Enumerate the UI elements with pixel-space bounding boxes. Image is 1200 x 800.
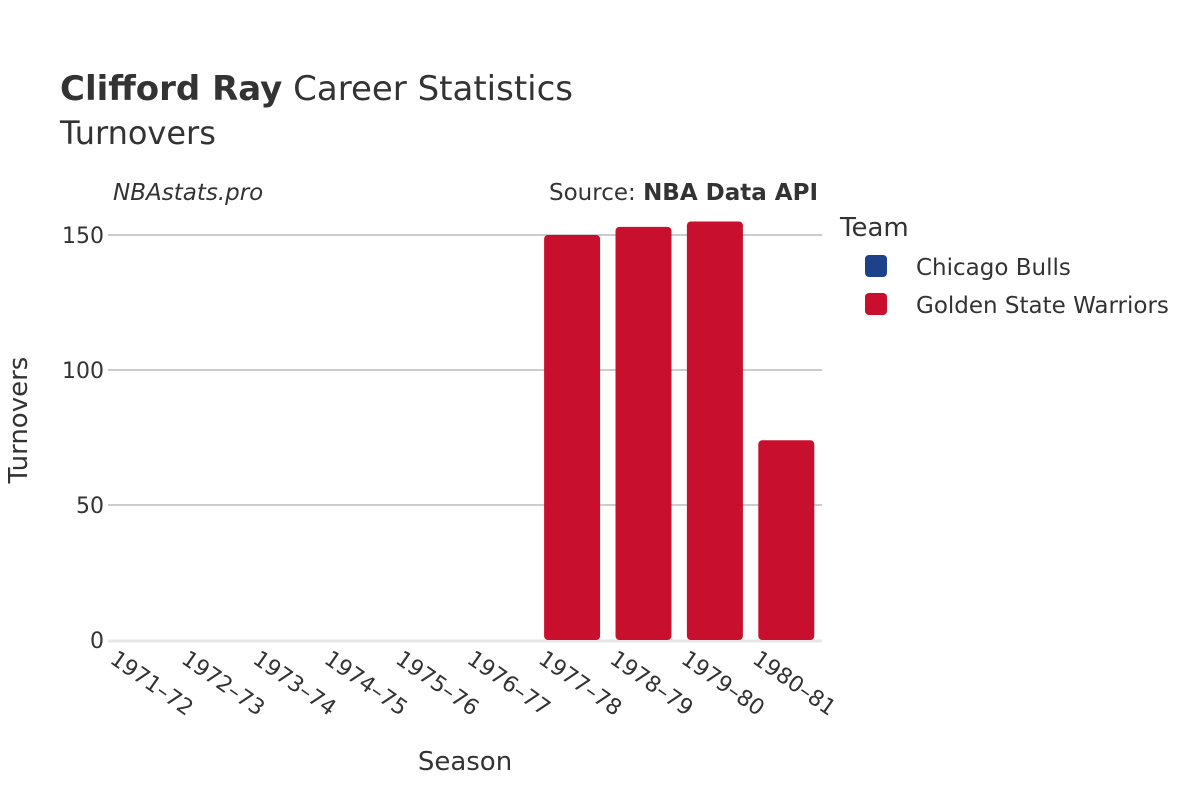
y-tick-label: 50 <box>76 494 104 519</box>
source-label: Source: <box>549 180 643 206</box>
chart-title: Clifford Ray Career Statistics <box>60 69 573 109</box>
source-credit: Source: NBA Data API <box>549 180 818 206</box>
legend-swatch <box>865 293 887 315</box>
legend: Team Chicago Bulls Golden State Warriors <box>839 213 1169 319</box>
x-axis-tick-labels: 1971–721972–731973–741974–751975–761976–… <box>105 646 840 721</box>
legend-swatch <box>865 255 887 277</box>
bar-golden-state-warriors-1979–80 <box>686 221 743 640</box>
chart-title-rest: Career Statistics <box>282 69 573 109</box>
y-tick-label: 0 <box>90 629 104 654</box>
y-tick-label: 150 <box>62 224 104 249</box>
legend-item-label: Golden State Warriors <box>916 293 1169 319</box>
bar-golden-state-warriors-1978–79 <box>615 226 672 640</box>
source-name: NBA Data API <box>643 180 818 206</box>
chart-title-player: Clifford Ray <box>60 69 282 109</box>
x-axis-title: Season <box>418 747 512 777</box>
legend-item-label: Chicago Bulls <box>916 255 1071 281</box>
bars <box>544 221 815 640</box>
bar-golden-state-warriors-1977–78 <box>544 235 601 640</box>
y-axis-tick-labels: 0 50 100 150 <box>62 224 104 654</box>
y-axis-title: Turnovers <box>4 357 34 485</box>
bar-golden-state-warriors-1980–81 <box>758 440 815 640</box>
chart-subtitle: Turnovers <box>59 114 216 152</box>
y-tick-label: 100 <box>62 359 104 384</box>
legend-title: Team <box>839 213 909 243</box>
site-credit: NBAstats.pro <box>113 180 263 206</box>
